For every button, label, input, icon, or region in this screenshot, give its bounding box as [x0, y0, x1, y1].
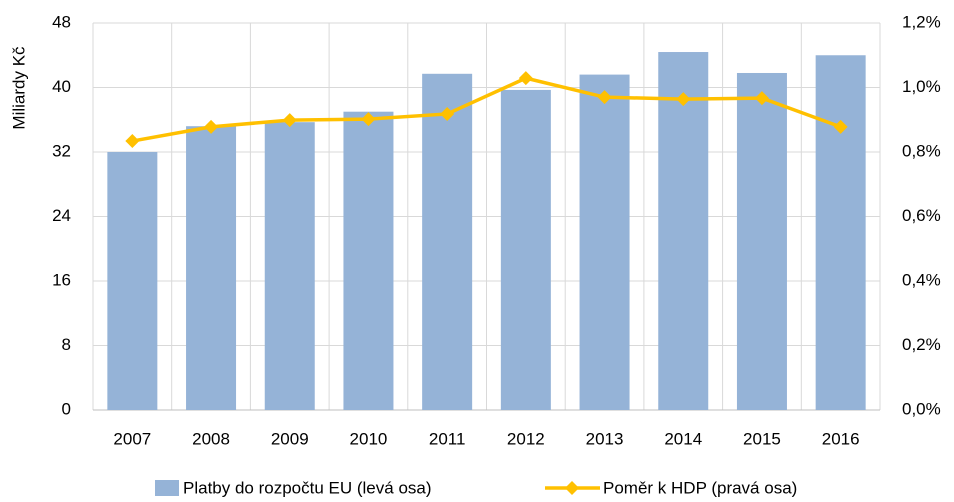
legend-label: Platby do rozpočtu EU (levá osa): [183, 478, 432, 497]
legend-marker: [565, 481, 579, 495]
marker: [125, 134, 140, 149]
y-tick-label: 8: [62, 335, 71, 354]
x-tick-label: 2009: [271, 429, 309, 448]
legend-label: Poměr k HDP (pravá osa): [603, 478, 797, 497]
line: [132, 76, 842, 143]
marker: [518, 71, 533, 86]
y2-tick-label: 0,4%: [902, 270, 941, 289]
marker: [440, 106, 455, 121]
y2-tick-label: 0,0%: [902, 399, 941, 418]
bar: [736, 72, 787, 411]
marker: [597, 90, 612, 105]
marker: [676, 92, 691, 107]
y2-tick-label: 1,0%: [902, 77, 941, 96]
y2-tick-label: 0,8%: [902, 141, 941, 160]
bar: [186, 126, 237, 410]
marker: [282, 113, 297, 128]
x-tick-label: 2016: [822, 429, 860, 448]
y-tick-label: 48: [52, 12, 71, 31]
bar: [500, 89, 551, 410]
y2-tick-label: 1,2%: [902, 12, 941, 31]
x-tick-label: 2010: [350, 429, 388, 448]
bar: [658, 52, 709, 411]
y-tick-label: 24: [52, 206, 71, 225]
marker: [833, 119, 848, 134]
bar: [422, 73, 473, 410]
y2-tick-label: 0,6%: [902, 206, 941, 225]
x-tick-label: 2014: [664, 429, 702, 448]
y-tick-label: 40: [52, 77, 71, 96]
bar: [107, 152, 158, 410]
legend-swatch: [155, 480, 179, 496]
x-tick-label: 2011: [429, 429, 466, 448]
x-tick-label: 2013: [586, 429, 624, 448]
bar: [815, 55, 866, 410]
x-tick-label: 2007: [113, 429, 151, 448]
marker: [361, 112, 376, 127]
y-tick-label: 32: [52, 141, 71, 160]
marker: [754, 91, 769, 106]
marker: [204, 119, 219, 134]
y-tick-label: 16: [52, 270, 71, 289]
bar: [343, 111, 394, 410]
bar: [264, 122, 315, 410]
y-axis-label: Miliardy Kč: [9, 46, 28, 130]
y-tick-label: 0: [62, 399, 71, 418]
x-tick-label: 2012: [507, 429, 545, 448]
y2-tick-label: 0,2%: [902, 335, 941, 354]
x-tick-label: 2008: [192, 429, 230, 448]
bar: [579, 74, 630, 410]
x-tick-label: 2015: [743, 429, 781, 448]
